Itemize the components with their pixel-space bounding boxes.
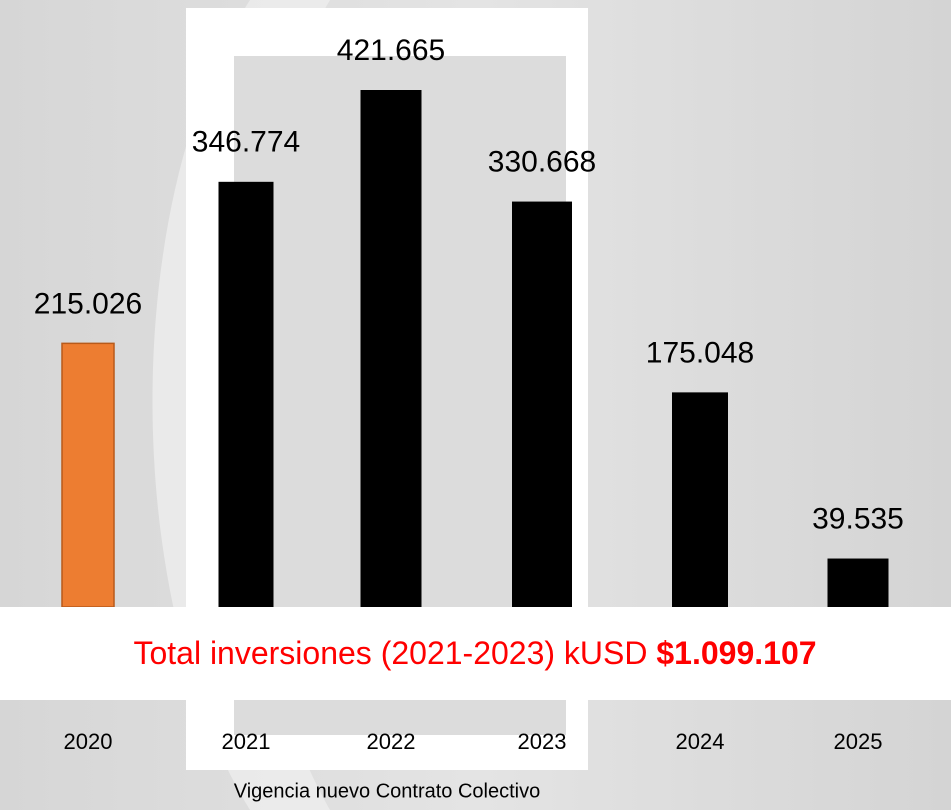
annotation-text: Total inversiones (2021-2023) kUSD [133, 635, 647, 671]
bar [61, 342, 115, 608]
bar [827, 558, 889, 607]
bar [512, 201, 572, 607]
x-tick-label: 2023 [518, 729, 567, 754]
annotation-total: $1.099.107 [656, 635, 816, 671]
value-label: 330.668 [488, 145, 596, 178]
x-tick-label: 2025 [834, 729, 883, 754]
x-tick-label: 2021 [222, 729, 271, 754]
bar [360, 90, 422, 607]
x-tick-label: 2022 [367, 729, 416, 754]
value-label: 39.535 [812, 502, 904, 535]
value-label: 421.665 [337, 34, 445, 67]
annotation: Total inversiones (2021-2023) kUSD $1.09… [133, 635, 816, 671]
bar [672, 392, 728, 607]
x-tick-label: 2020 [64, 729, 113, 754]
annotation-box [0, 607, 951, 700]
footnote: Vigencia nuevo Contrato Colectivo [234, 780, 540, 802]
x-tick-label: 2024 [676, 729, 725, 754]
bar [218, 181, 274, 607]
value-label: 175.048 [646, 336, 754, 369]
value-label: 346.774 [192, 126, 300, 159]
bars [61, 90, 889, 608]
value-label: 215.026 [34, 287, 142, 320]
